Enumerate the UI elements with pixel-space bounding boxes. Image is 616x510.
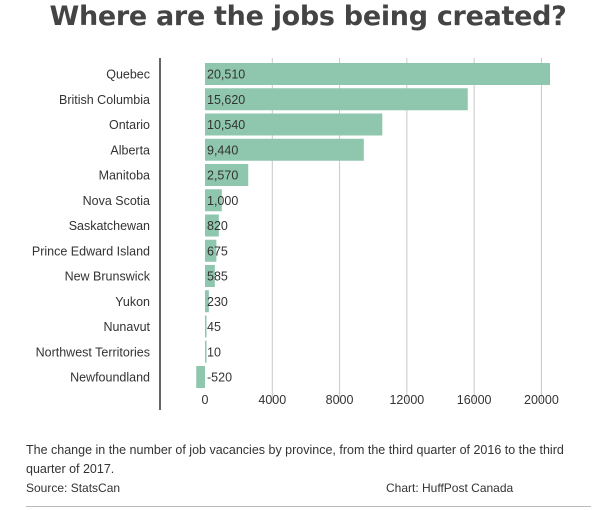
bar-chart: Quebec 20,510 British Columbia 15,620 Ontari… xyxy=(32,58,559,410)
x-tick-label-4: 16000 xyxy=(457,393,492,407)
bar-0 xyxy=(205,63,550,85)
x-tick-label-5: 20000 xyxy=(524,393,559,407)
bar-1 xyxy=(205,88,468,111)
bar-2 xyxy=(205,113,383,136)
value-label-11: 10 xyxy=(207,345,221,359)
bottom-divider xyxy=(26,506,591,507)
bar-6 xyxy=(205,214,219,237)
chart-credit: Chart: HuffPost Canada xyxy=(386,481,514,495)
category-label-12: Newfoundland xyxy=(70,371,150,385)
category-label-10: Nunavut xyxy=(103,320,150,334)
category-label-8: New Brunswick xyxy=(65,270,151,284)
chart-caption: The change in the number of job vacancie… xyxy=(26,443,564,476)
bar-4 xyxy=(205,164,249,186)
value-label-9: 230 xyxy=(207,295,228,309)
category-label-11: Northwest Territories xyxy=(36,345,150,359)
bar-12 xyxy=(196,366,205,388)
bar-9 xyxy=(205,290,209,313)
category-label-2: Ontario xyxy=(109,118,150,132)
value-label-10: 45 xyxy=(207,320,221,334)
bar-3 xyxy=(205,138,364,161)
value-label-0: 20,510 xyxy=(207,68,245,82)
bar-7 xyxy=(205,239,217,262)
x-tick-label-1: 4000 xyxy=(258,393,286,407)
value-label-6: 820 xyxy=(207,219,228,233)
value-label-12: -520 xyxy=(207,371,232,385)
value-label-7: 675 xyxy=(207,244,228,258)
value-label-5: 1,000 xyxy=(207,194,238,208)
category-label-5: Nova Scotia xyxy=(83,194,150,208)
category-label-6: Saskatchewan xyxy=(69,219,150,233)
x-tick-label-3: 12000 xyxy=(389,393,424,407)
bar-11 xyxy=(205,340,207,363)
value-label-4: 2,570 xyxy=(207,169,238,183)
value-label-2: 10,540 xyxy=(207,118,245,132)
bar-5 xyxy=(205,189,222,212)
category-label-3: Alberta xyxy=(110,143,150,157)
chart-source: Source: StatsCan xyxy=(26,481,121,495)
category-label-7: Prince Edward Island xyxy=(32,244,150,258)
bar-10 xyxy=(205,315,207,338)
bar-8 xyxy=(205,265,215,287)
x-tick-label-0: 0 xyxy=(202,393,209,407)
category-label-9: Yukon xyxy=(115,295,150,309)
category-label-1: British Columbia xyxy=(59,93,150,107)
category-label-0: Quebec xyxy=(106,68,150,82)
chart-title: Where are the jobs being created? xyxy=(49,1,567,32)
x-tick-label-2: 8000 xyxy=(326,393,354,407)
value-label-8: 585 xyxy=(207,270,228,284)
value-label-1: 15,620 xyxy=(207,93,245,107)
category-label-4: Manitoba xyxy=(99,169,150,183)
value-label-3: 9,440 xyxy=(207,143,238,157)
